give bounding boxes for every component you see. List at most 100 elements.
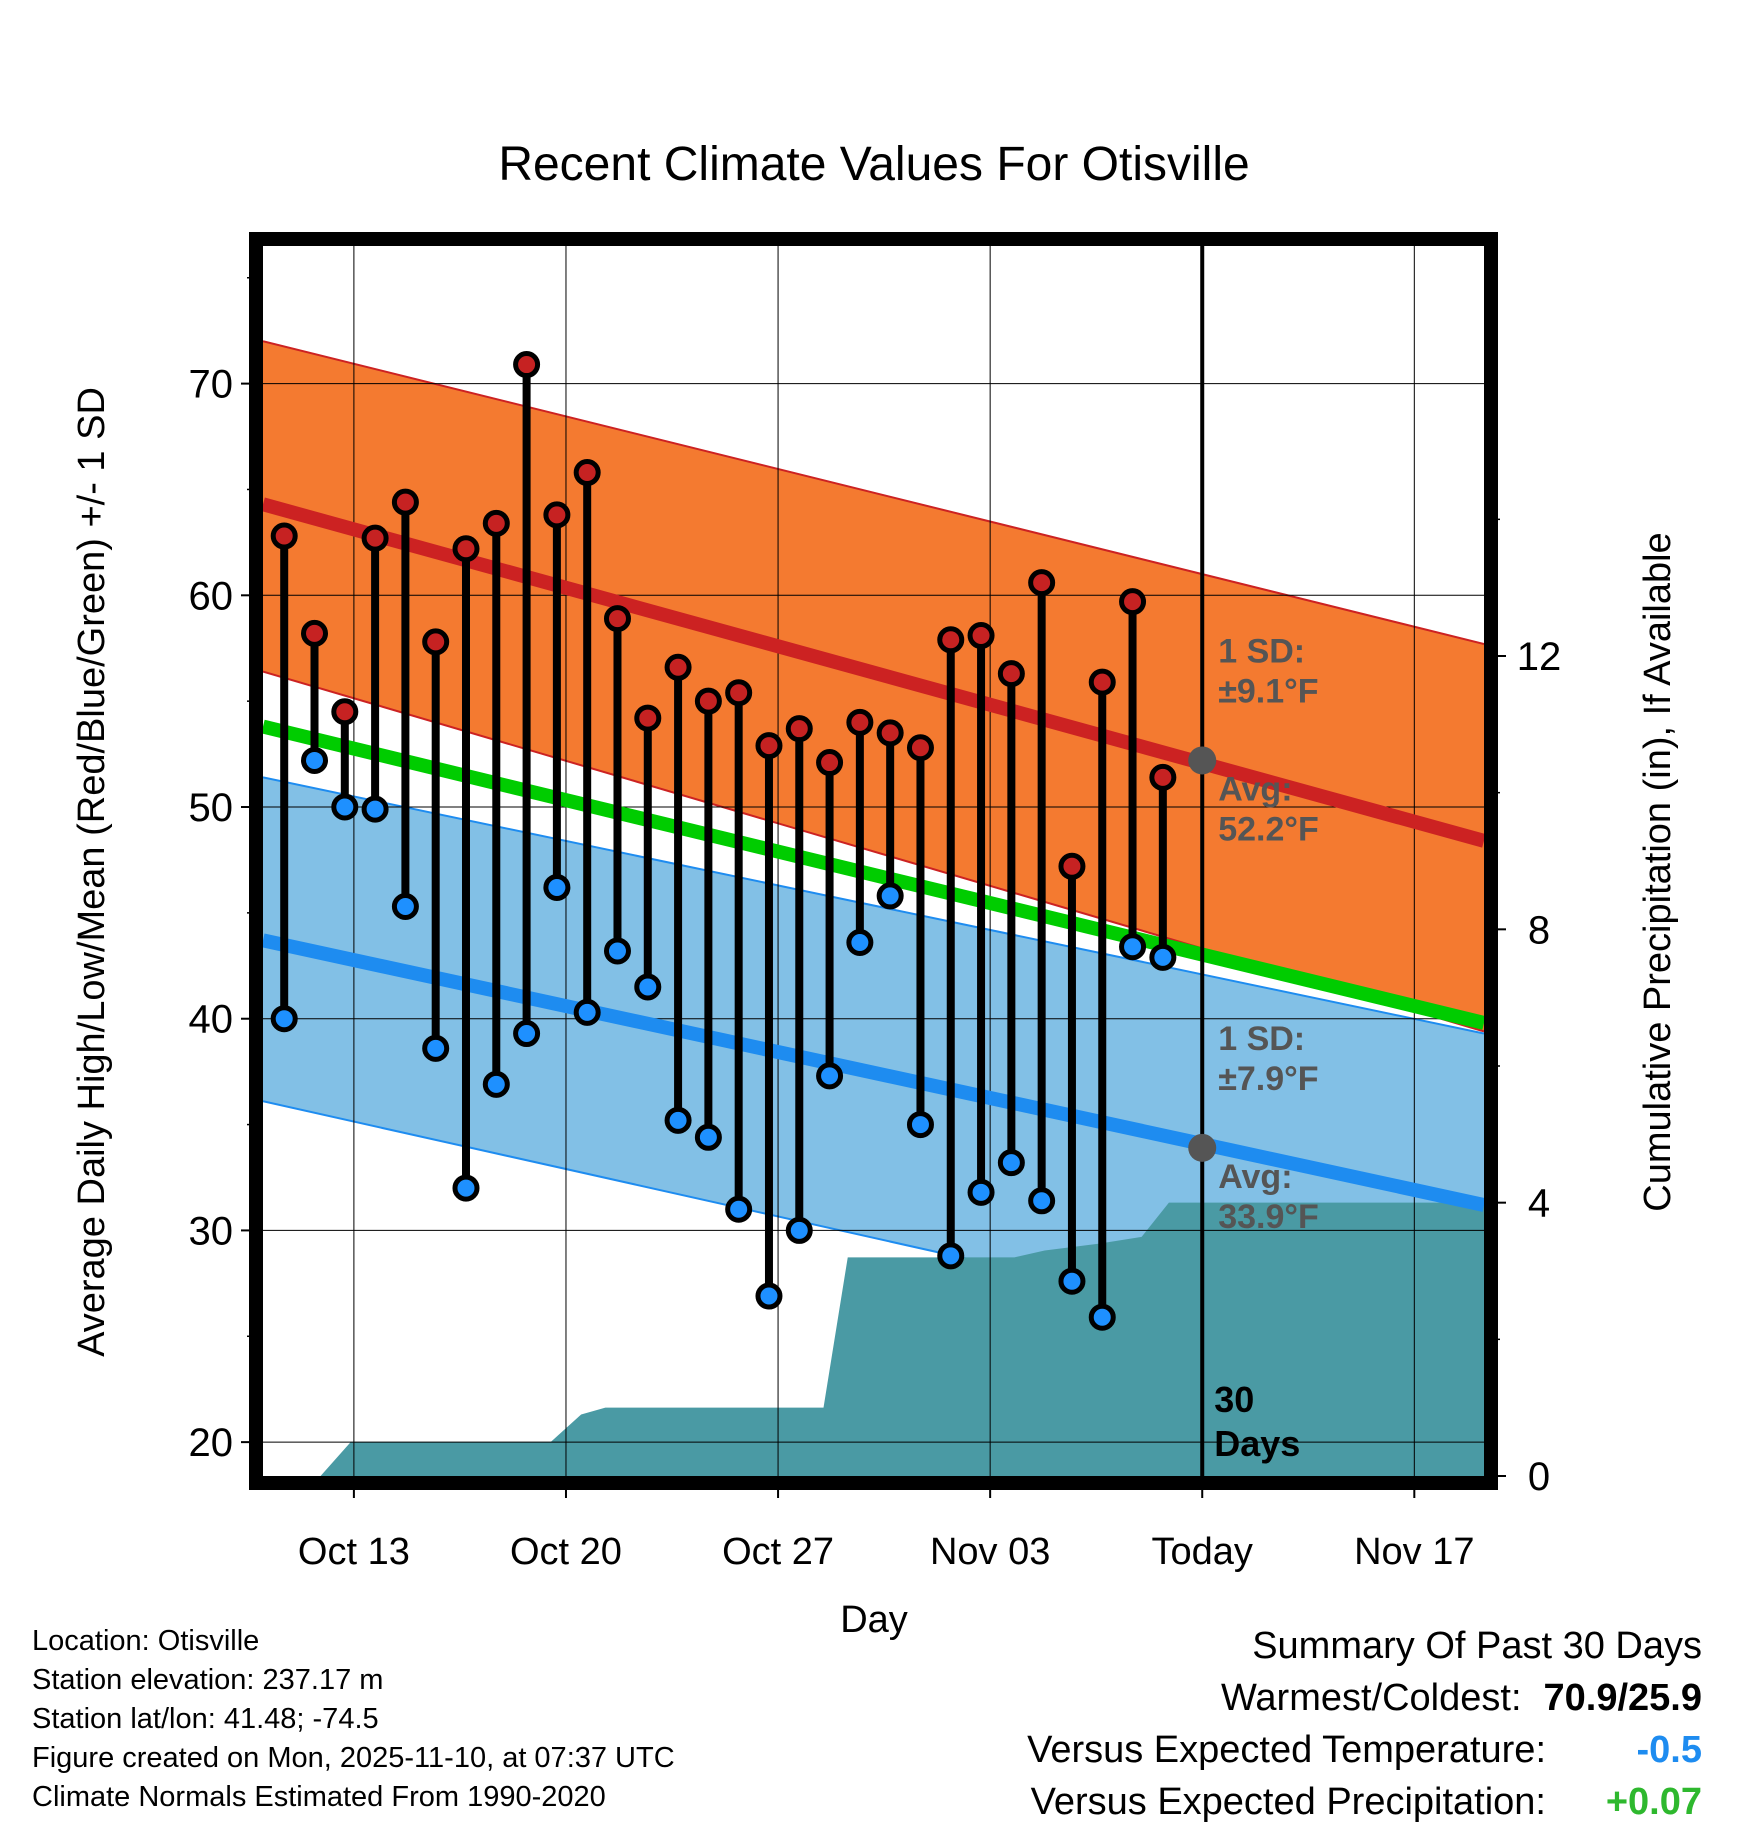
low-marker <box>634 973 662 1001</box>
low-marker <box>1088 1303 1116 1331</box>
normals-text: Climate Normals Estimated From 1990-2020 <box>32 1781 606 1813</box>
warm-cold-label: Warmest/Coldest: <box>1220 1677 1522 1719</box>
low-marker <box>664 1106 692 1134</box>
low-marker <box>1058 1267 1086 1295</box>
elevation-text: Station elevation: 237.17 m <box>32 1664 384 1696</box>
low-marker <box>785 1216 813 1244</box>
high-marker <box>391 488 419 516</box>
y-tick-label: 30 <box>189 1209 234 1253</box>
y-axis-label: Average Daily High/Low/Mean (Red/Blue/Gr… <box>71 387 113 1357</box>
high-marker <box>937 626 965 654</box>
high-marker <box>967 622 995 650</box>
low-marker <box>1119 933 1147 961</box>
y2-axis-label: Cumulative Precipitation (in), If Availa… <box>1637 532 1679 1211</box>
high-marker <box>997 660 1025 688</box>
high-marker <box>876 719 904 747</box>
low-marker <box>543 873 571 901</box>
station-info: Location: Otisville Station elevation: 2… <box>32 1622 675 1817</box>
low-marker <box>422 1034 450 1062</box>
high-marker <box>785 715 813 743</box>
low-marker <box>1028 1187 1056 1215</box>
y-tick-label: 60 <box>189 574 234 618</box>
sd-annotation-text: ±7.9°F <box>1218 1060 1318 1098</box>
low-marker <box>603 937 631 965</box>
y2-tick-label: 0 <box>1528 1455 1550 1499</box>
high-band-upper-edge <box>263 340 1484 645</box>
summary-panel: Summary Of Past 30 Days Warmest/Coldest:… <box>1027 1620 1702 1828</box>
y-tick-label: 50 <box>189 786 234 830</box>
low-marker <box>452 1174 480 1202</box>
precip-label: Versus Expected Precipitation: <box>1030 1781 1546 1823</box>
high-marker <box>1058 852 1086 880</box>
high-marker <box>573 459 601 487</box>
x-tick-label: Oct 27 <box>722 1531 834 1573</box>
chart-title: Recent Climate Values For Otisville <box>498 138 1249 191</box>
avg-marker <box>1188 1133 1217 1162</box>
low-marker <box>846 929 874 957</box>
warm-cold-row: Warmest/Coldest: 70.9/25.9 <box>1027 1672 1702 1724</box>
temp-row: Versus Expected Temperature: -0.5 <box>1027 1724 1702 1776</box>
high-marker <box>361 524 389 552</box>
high-marker <box>301 619 329 647</box>
precip-value: +0.07 <box>1605 1781 1702 1823</box>
high-marker <box>422 628 450 656</box>
avg-annotation-text: Avg: <box>1218 770 1292 808</box>
low-marker <box>997 1149 1025 1177</box>
y-tick-label: 70 <box>189 363 234 407</box>
low-marker <box>967 1178 995 1206</box>
high-marker <box>1149 763 1177 791</box>
high-marker <box>755 732 783 760</box>
high-marker <box>694 687 722 715</box>
sd-annotation-text: 1 SD: <box>1218 632 1305 670</box>
high-marker <box>725 679 753 707</box>
location-text: Location: Otisville <box>32 1625 260 1657</box>
created-text: Figure created on Mon, 2025-11-10, at 07… <box>32 1742 675 1774</box>
high-marker <box>664 653 692 681</box>
warm-cold-value: 70.9/25.9 <box>1543 1677 1702 1719</box>
period-label: 30 <box>1214 1379 1254 1420</box>
sd-annotation-text: ±9.1°F <box>1218 672 1318 710</box>
y-tick-label: 40 <box>189 998 234 1042</box>
low-marker <box>755 1282 783 1310</box>
low-marker <box>331 793 359 821</box>
low-marker <box>391 893 419 921</box>
low-marker <box>725 1195 753 1223</box>
high-marker <box>543 501 571 529</box>
high-marker <box>270 522 298 550</box>
high-marker <box>634 704 662 732</box>
low-marker <box>573 998 601 1026</box>
low-marker <box>1149 943 1177 971</box>
precip-row: Versus Expected Precipitation: +0.07 <box>1027 1776 1702 1828</box>
low-marker <box>301 746 329 774</box>
x-tick-label: Oct 13 <box>298 1531 410 1573</box>
high-marker <box>846 708 874 736</box>
high-marker <box>1028 569 1056 597</box>
low-marker <box>482 1070 510 1098</box>
avg-annotation-text: 33.9°F <box>1218 1198 1319 1236</box>
low-marker <box>361 795 389 823</box>
low-marker <box>937 1242 965 1270</box>
plot-frame <box>249 232 1498 1490</box>
low-marker <box>906 1111 934 1139</box>
high-marker <box>1088 668 1116 696</box>
low-marker <box>876 882 904 910</box>
avg-marker <box>1188 746 1217 775</box>
x-tick-label: Nov 03 <box>930 1531 1050 1573</box>
temp-value: -0.5 <box>1636 1729 1702 1771</box>
avg-annotation-text: 52.2°F <box>1218 810 1319 848</box>
x-tick-label: Oct 20 <box>510 1531 622 1573</box>
low-marker <box>513 1020 541 1048</box>
x-axis-label: Day <box>840 1599 908 1641</box>
avg-annotation-text: Avg: <box>1218 1158 1292 1196</box>
high-marker <box>513 351 541 379</box>
period-label: Days <box>1214 1423 1300 1464</box>
y-tick-label: 20 <box>189 1421 234 1465</box>
y2-tick-label: 4 <box>1528 1182 1550 1226</box>
low-marker <box>816 1062 844 1090</box>
high-marker <box>331 698 359 726</box>
precip-area <box>263 1202 1484 1476</box>
x-tick-label: Today <box>1152 1531 1253 1573</box>
y2-tick-label: 12 <box>1517 635 1562 679</box>
low-marker <box>270 1005 298 1033</box>
